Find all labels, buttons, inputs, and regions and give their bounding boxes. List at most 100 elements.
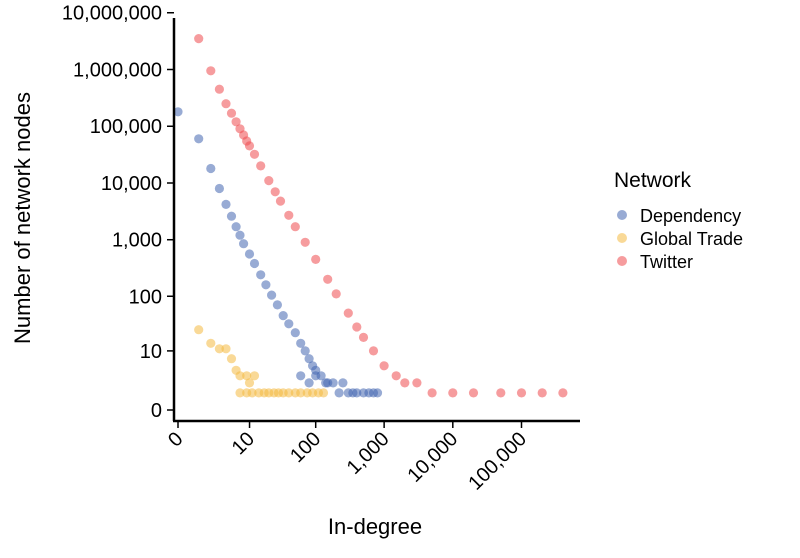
data-point <box>358 332 369 342</box>
data-point <box>290 222 300 232</box>
legend-title: Network <box>614 169 692 192</box>
data-point <box>267 290 277 300</box>
x-tick-label: 100 <box>286 428 325 467</box>
x-axis-title: In-degree <box>328 514 422 539</box>
data-point <box>334 388 344 398</box>
data-point <box>311 371 321 381</box>
data-point <box>206 163 216 174</box>
x-tick-label: 10 <box>228 428 259 459</box>
data-point <box>214 84 224 94</box>
data-point <box>235 371 245 381</box>
data-point <box>244 249 255 259</box>
data-point <box>400 378 410 388</box>
legend-swatch <box>617 256 627 266</box>
data-point <box>235 388 245 398</box>
data-point <box>537 388 547 398</box>
data-point <box>247 388 257 398</box>
data-point <box>206 338 216 348</box>
data-point <box>290 328 300 338</box>
legend-label: Twitter <box>640 252 693 272</box>
data-point <box>194 134 204 144</box>
data-point <box>264 176 274 186</box>
data-point <box>352 388 362 398</box>
data-point <box>296 338 306 348</box>
data-point <box>231 117 241 127</box>
data-point <box>194 325 204 335</box>
data-point <box>379 361 389 371</box>
data-point <box>284 388 294 398</box>
data-point <box>235 230 245 240</box>
data-point <box>391 371 401 381</box>
points-layer <box>173 34 568 398</box>
data-point <box>221 344 231 354</box>
data-point <box>256 161 266 171</box>
data-point <box>214 183 224 194</box>
data-point <box>496 388 506 398</box>
data-point <box>296 388 306 398</box>
data-point <box>318 388 329 398</box>
data-point <box>300 346 310 356</box>
data-point <box>221 99 231 109</box>
data-point <box>214 344 224 354</box>
y-tick-label: 1,000 <box>112 230 162 252</box>
data-point <box>352 322 362 332</box>
y-tick-label: 1,000,000 <box>73 59 162 81</box>
y-tick-label: 100,000 <box>90 116 162 138</box>
y-tick-label: 0 <box>151 400 162 422</box>
series-global-trade <box>194 325 329 398</box>
x-tick-label: 0 <box>164 428 187 451</box>
legend: Network Dependency Global Trade Twitter <box>614 169 743 272</box>
data-point <box>412 378 422 388</box>
data-point <box>468 388 479 398</box>
data-point <box>284 319 294 329</box>
data-point <box>304 354 314 364</box>
data-point <box>311 254 321 264</box>
data-point <box>278 311 288 321</box>
y-tick-label: 100 <box>129 286 162 308</box>
data-point <box>284 210 294 220</box>
x-tick-label: 100,000 <box>464 428 531 495</box>
series-twitter <box>194 34 568 398</box>
y-tick-label: 10,000,000 <box>62 3 162 25</box>
legend-label: Dependency <box>640 206 741 226</box>
data-point <box>270 187 280 197</box>
data-point <box>194 34 204 44</box>
data-point <box>239 239 249 249</box>
data-point <box>249 149 260 159</box>
data-point <box>231 222 241 232</box>
data-point <box>331 289 341 299</box>
data-point <box>296 371 306 381</box>
data-point <box>249 258 260 269</box>
data-point <box>244 141 255 151</box>
data-point <box>242 371 252 381</box>
data-point <box>226 211 237 221</box>
data-point <box>300 237 310 247</box>
x-axis-ticks: 0 10 100 1,000 10,000 100,000 <box>164 421 531 495</box>
legend-swatch <box>617 233 627 243</box>
data-point <box>272 300 282 310</box>
data-point <box>261 280 271 290</box>
y-tick-label: 10,000 <box>101 173 162 195</box>
data-point <box>256 270 266 280</box>
data-point <box>323 274 333 284</box>
x-tick-label: 1,000 <box>343 428 394 479</box>
data-point <box>226 354 237 364</box>
y-axis-ticks: 0 10 100 1,000 10,000 100,000 1,000,000 10,000,… <box>62 3 174 422</box>
y-axis-title: Number of network nodes <box>10 92 35 344</box>
data-point <box>372 388 383 398</box>
data-point <box>558 388 568 398</box>
data-point <box>206 66 216 76</box>
y-tick-label: 10 <box>140 341 162 363</box>
data-point <box>275 196 286 206</box>
data-point <box>516 388 527 398</box>
data-point <box>304 378 314 388</box>
data-point <box>226 108 237 118</box>
data-point <box>343 308 353 318</box>
data-point <box>368 346 379 356</box>
data-point <box>321 378 331 388</box>
data-point <box>244 378 255 388</box>
legend-label: Global Trade <box>640 229 743 249</box>
series-dependency <box>173 107 383 398</box>
data-point <box>328 378 338 388</box>
